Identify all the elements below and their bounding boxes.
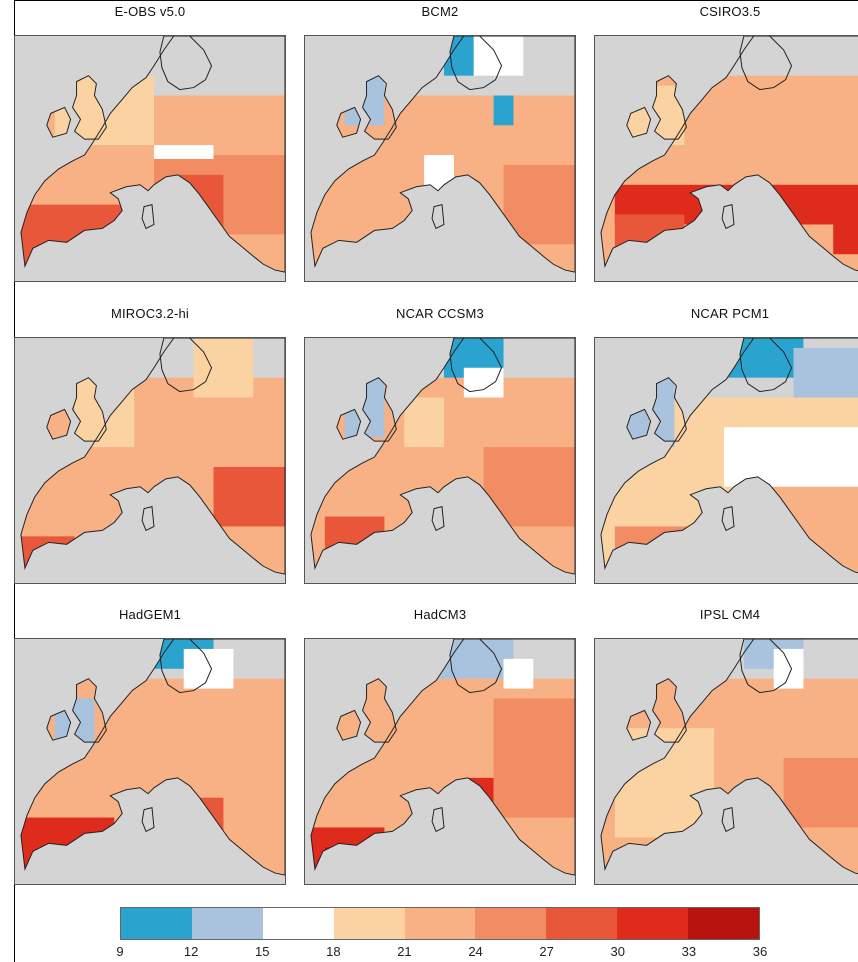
panel-title: BCM2 <box>421 4 459 19</box>
panel-title: HadCM3 <box>413 607 467 622</box>
colorbar-tick-label: 24 <box>468 944 483 959</box>
colorbar-segment <box>262 908 334 939</box>
colorbar-tick-label: 15 <box>254 944 270 959</box>
colorbar-segment <box>333 908 405 939</box>
colorbar-segment <box>617 908 689 939</box>
colorbar-segment <box>191 908 263 939</box>
panel-title: NCAR PCM1 <box>690 306 770 321</box>
colorbar-segment <box>121 908 192 939</box>
colorbar <box>120 907 760 940</box>
colorbar-tick-label: 9 <box>116 944 124 959</box>
colorbar-tick-label: 36 <box>752 944 768 959</box>
colorbar-tick-label: 18 <box>326 944 341 959</box>
panel-title: IPSL CM4 <box>699 607 761 622</box>
map-panel <box>14 638 286 885</box>
panel-title: NCAR CCSM3 <box>396 306 484 321</box>
panel-title: MIROC3.2-hi <box>110 306 190 321</box>
colorbar-tick-label: 33 <box>681 944 697 959</box>
colorbar-segment <box>546 908 618 939</box>
map-panel <box>594 638 858 885</box>
colorbar-segment <box>688 908 760 939</box>
colorbar-segment <box>404 908 476 939</box>
colorbar-tick-label: 27 <box>539 944 554 959</box>
colorbar-segment <box>475 908 547 939</box>
panel-title: HadGEM1 <box>118 607 182 622</box>
colorbar-tick-label: 12 <box>183 944 199 959</box>
map-panel <box>304 638 576 885</box>
colorbar-tick-label: 21 <box>397 944 412 959</box>
map-panel <box>304 35 576 282</box>
map-panel <box>594 337 858 584</box>
colorbar-tick-label: 30 <box>610 944 625 959</box>
map-panel <box>14 35 286 282</box>
map-panel <box>594 35 858 282</box>
map-panel <box>14 337 286 584</box>
map-panel <box>304 337 576 584</box>
panel-title: CSIRO3.5 <box>699 4 761 19</box>
panel-title: E-OBS v5.0 <box>114 4 186 19</box>
